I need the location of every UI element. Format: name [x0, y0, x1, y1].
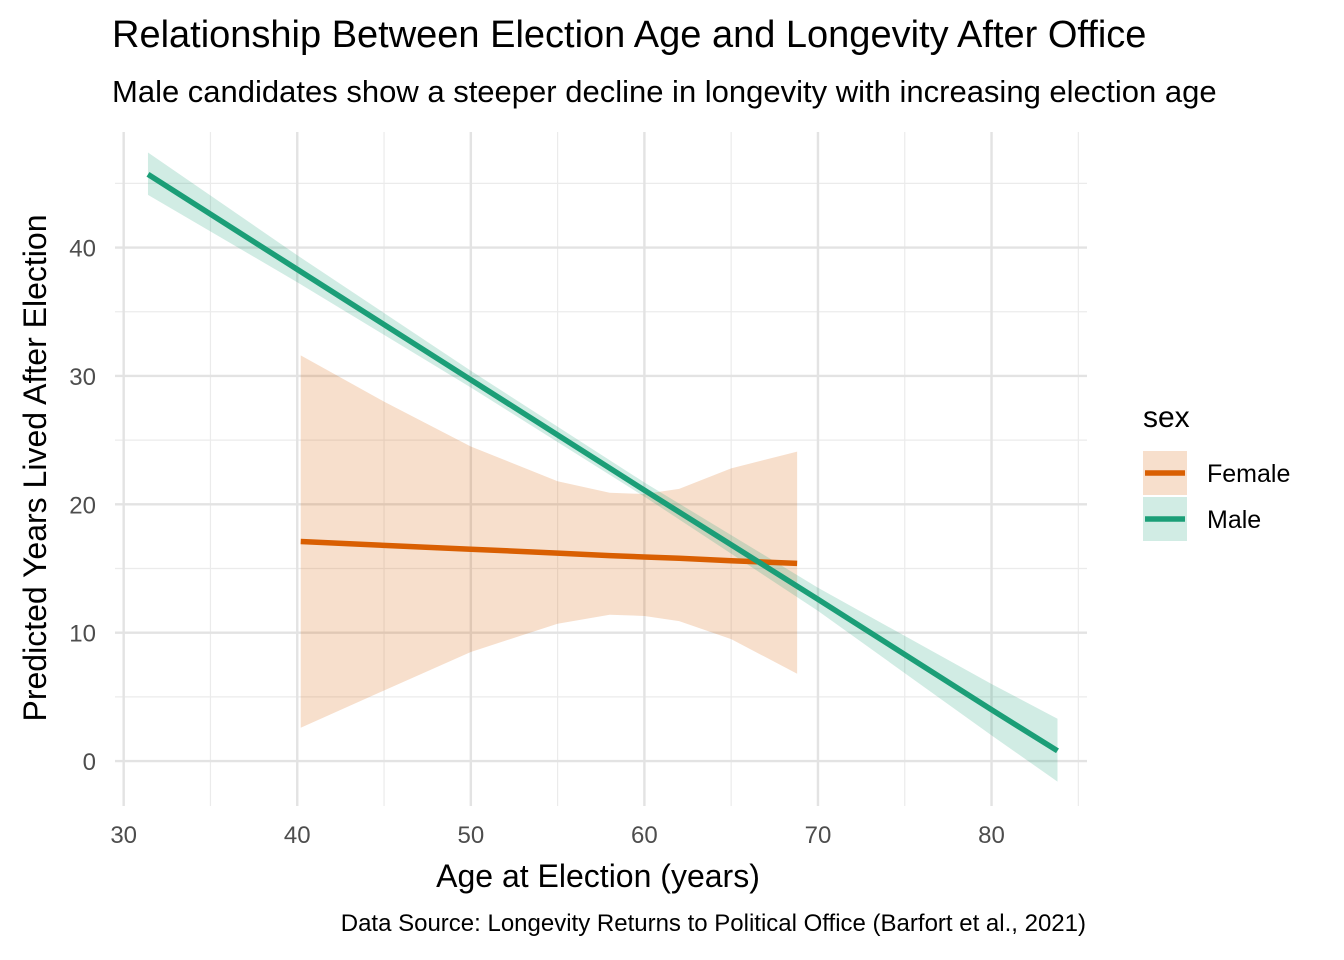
x-tick-label: 50 — [457, 822, 484, 849]
y-tick-label: 0 — [83, 749, 96, 776]
male-series-line — [146, 172, 1059, 754]
tick-labels: 30 40 50 60 70 80 0 10 20 30 40 — [69, 236, 1005, 849]
legend-title: sex — [1143, 401, 1190, 434]
chart-subtitle: Male candidates show a steeper decline i… — [112, 74, 1217, 109]
y-tick-label: 30 — [69, 364, 96, 391]
female-confidence-band — [300, 355, 798, 728]
x-tick-label: 80 — [978, 822, 1005, 849]
x-tick-label: 70 — [805, 822, 832, 849]
female-series-line — [300, 538, 798, 567]
confidence-bands — [147, 152, 1058, 782]
y-tick-label: 40 — [69, 236, 96, 263]
legend-label-male: Male — [1207, 506, 1261, 534]
legend: sex Female Male — [1143, 401, 1290, 541]
x-tick-label: 30 — [110, 822, 137, 849]
y-tick-label: 20 — [69, 492, 96, 519]
chart-title: Relationship Between Election Age and Lo… — [112, 14, 1147, 56]
x-tick-label: 60 — [631, 822, 658, 849]
grid-layer — [115, 132, 1087, 806]
caption: Data Source: Longevity Returns to Politi… — [340, 910, 1086, 937]
legend-label-female: Female — [1207, 460, 1290, 488]
y-axis-title: Predicted Years Lived After Election — [17, 215, 53, 722]
series-lines — [146, 172, 1059, 754]
x-tick-label: 40 — [284, 822, 311, 849]
y-tick-label: 10 — [69, 621, 96, 648]
male-confidence-band — [147, 152, 1058, 782]
x-axis-title: Age at Election (years) — [436, 858, 760, 894]
